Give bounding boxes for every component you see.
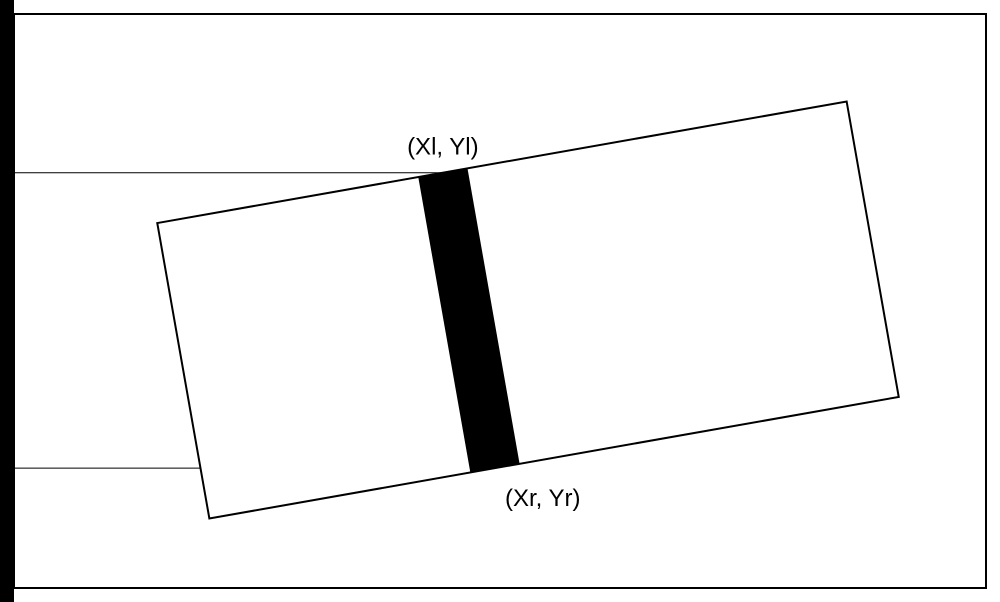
label-bottom-point: (Xr, Yr) xyxy=(505,485,581,512)
left-thick-margin xyxy=(0,0,14,602)
rotated-rectangle xyxy=(157,102,898,519)
label-top-point: (Xl, Yl) xyxy=(407,134,479,161)
